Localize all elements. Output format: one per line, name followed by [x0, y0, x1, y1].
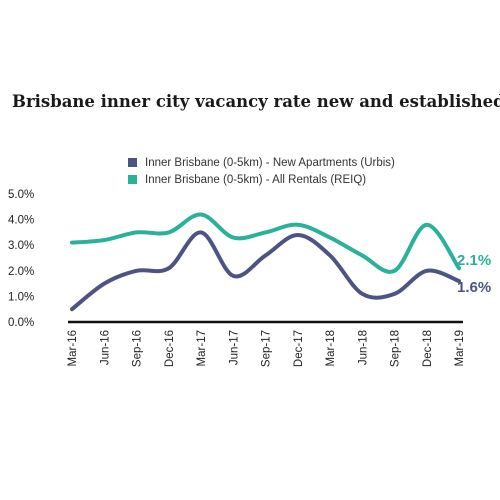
series-line-new-apartments: [70, 230, 461, 312]
x-tick-label: Jun-17: [228, 330, 240, 365]
legend-label-all-rentals: Inner Brisbane (0-5km) - All Rentals (RE…: [145, 173, 367, 186]
x-tick-label: Sep-16: [132, 330, 144, 367]
y-tick-label: 1.0%: [8, 291, 34, 303]
x-tick-label: Sep-17: [261, 330, 273, 367]
legend-item-new-apartments: Inner Brisbane (0-5km) - New Apartments …: [128, 154, 395, 171]
y-tick-label: 3.0%: [8, 240, 34, 252]
y-tick-label: 5.0%: [8, 189, 34, 201]
x-tick-label: Dec-16: [164, 330, 176, 367]
x-tick-label: Mar-17: [196, 330, 208, 366]
end-label-new-apartments: 1.6%: [457, 279, 491, 296]
x-tick-label: Jun-18: [357, 330, 369, 365]
legend-swatch-new-apartments: [128, 158, 137, 167]
y-tick-label: 4.0%: [8, 215, 34, 227]
legend-item-all-rentals: Inner Brisbane (0-5km) - All Rentals (RE…: [128, 171, 395, 188]
series-line-all-rentals: [70, 212, 461, 274]
y-tick-label: 2.0%: [8, 266, 34, 278]
x-tick-label: Dec-17: [293, 330, 305, 367]
chart-title: Brisbane inner city vacancy rate new and…: [12, 92, 500, 111]
x-tick-label: Mar-16: [67, 330, 79, 366]
end-label-all-rentals: 2.1%: [457, 252, 491, 269]
x-tick-label: Jun-16: [99, 330, 111, 365]
x-tick-label: Mar-19: [454, 330, 466, 366]
x-tick-label: Mar-18: [325, 330, 337, 366]
legend-label-new-apartments: Inner Brisbane (0-5km) - New Apartments …: [145, 156, 395, 169]
legend-swatch-all-rentals: [128, 175, 137, 184]
x-tick-label: Dec-18: [422, 330, 434, 367]
legend: Inner Brisbane (0-5km) - New Apartments …: [128, 154, 395, 188]
x-tick-label: Sep-18: [390, 330, 402, 367]
y-tick-label: 0.0%: [8, 317, 34, 329]
